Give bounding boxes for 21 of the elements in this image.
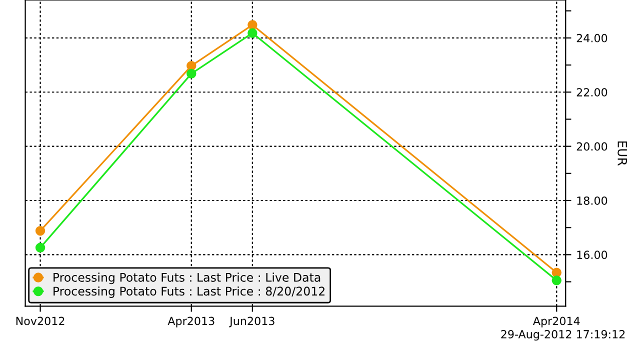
point: [552, 276, 562, 286]
point: [248, 20, 258, 30]
y-tick-label: 18.00: [577, 196, 608, 205]
point: [186, 60, 196, 71]
point: [35, 242, 46, 252]
x-tick-label: Nov2012: [16, 316, 64, 326]
point: [186, 68, 196, 79]
y-axis-title: EUR: [618, 141, 627, 166]
y-tick-label: 20.00: [576, 142, 608, 151]
point: [35, 226, 46, 236]
x-tick-label: Apr2014: [532, 316, 580, 328]
x-tick-label: Apr2013: [168, 316, 214, 328]
y-tick-label: 22.00: [576, 88, 608, 96]
x-tick-label: Jun2013: [229, 316, 274, 328]
y-tick-label: 24.00: [576, 34, 608, 42]
legend-label: Processing Potato Futs : Last Price : Live Data: [54, 272, 320, 284]
text: 29-Aug-2012 17:19:12: [501, 330, 625, 341]
point: [552, 268, 562, 278]
y-tick-label: 16.00: [577, 250, 608, 260]
point: [248, 28, 258, 38]
legend-label: Processing Potato Futs : Last Price : 8/20/2012: [54, 286, 324, 298]
